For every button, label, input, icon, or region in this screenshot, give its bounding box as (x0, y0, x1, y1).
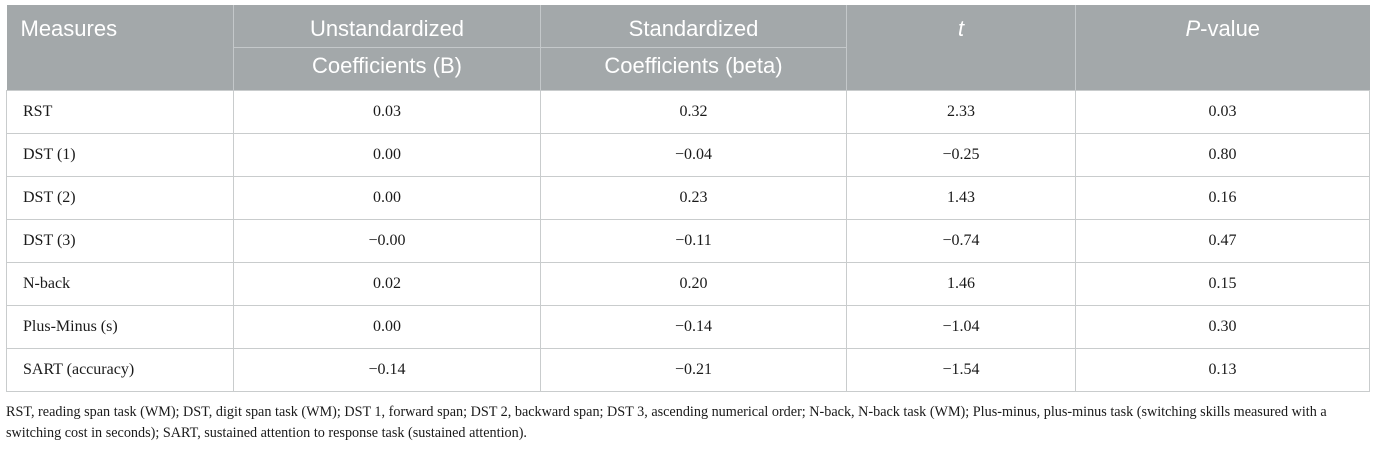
table-row: DST (3) −0.00 −0.11 −0.74 0.47 (6, 219, 1370, 263)
cell-t: 1.46 (846, 262, 1076, 306)
header-p-value: P-value (1075, 5, 1370, 91)
cell-p-value: 0.03 (1075, 90, 1370, 134)
header-unstandardized-line1: Unstandardized (309, 16, 465, 41)
cell-measure: DST (1) (6, 133, 234, 177)
header-t-label: t (957, 16, 965, 41)
cell-measure: RST (6, 90, 234, 134)
cell-measure: DST (3) (6, 219, 234, 263)
cell-unstandardized-b: −0.14 (233, 348, 541, 392)
header-unstandardized: Unstandardized Coefficients (B) (233, 5, 541, 91)
table-row: DST (2) 0.00 0.23 1.43 0.16 (6, 176, 1370, 220)
table-row: Plus-Minus (s) 0.00 −0.14 −1.04 0.30 (6, 305, 1370, 349)
cell-p-value: 0.15 (1075, 262, 1370, 306)
cell-standardized-beta: −0.21 (540, 348, 847, 392)
cell-measure: N-back (6, 262, 234, 306)
header-standardized: Standardized Coefficients (beta) (540, 5, 847, 91)
table-header: Measures Unstandardized Coefficients (B)… (6, 5, 1370, 91)
cell-unstandardized-b: 0.00 (233, 133, 541, 177)
cell-p-value: 0.13 (1075, 348, 1370, 392)
cell-unstandardized-b: −0.00 (233, 219, 541, 263)
header-row: Measures Unstandardized Coefficients (B)… (6, 5, 1370, 91)
cell-standardized-beta: 0.23 (540, 176, 847, 220)
header-p-italic: P (1185, 16, 1201, 41)
table-body: RST 0.03 0.32 2.33 0.03 DST (1) 0.00 −0.04 −0.25… (6, 90, 1370, 392)
cell-unstandardized-b: 0.02 (233, 262, 541, 306)
regression-table-container: Measures Unstandardized Coefficients (B)… (6, 5, 1370, 392)
cell-unstandardized-b: 0.00 (233, 305, 541, 349)
cell-p-value: 0.16 (1075, 176, 1370, 220)
cell-measure: DST (2) (6, 176, 234, 220)
cell-t: −0.74 (846, 219, 1076, 263)
table-row: DST (1) 0.00 −0.04 −0.25 0.80 (6, 133, 1370, 177)
cell-p-value: 0.80 (1075, 133, 1370, 177)
header-t: t (846, 5, 1076, 91)
cell-t: 2.33 (846, 90, 1076, 134)
header-standardized-line1: Standardized (628, 16, 759, 41)
cell-standardized-beta: 0.20 (540, 262, 847, 306)
header-p-rest: -value (1200, 16, 1261, 41)
table-row: RST 0.03 0.32 2.33 0.03 (6, 90, 1370, 134)
regression-table: Measures Unstandardized Coefficients (B)… (6, 5, 1370, 392)
table-footnote: RST, reading span task (WM); DST, digit … (6, 404, 1327, 441)
cell-measure: Plus-Minus (s) (6, 305, 234, 349)
cell-p-value: 0.30 (1075, 305, 1370, 349)
cell-standardized-beta: −0.04 (540, 133, 847, 177)
cell-standardized-beta: −0.11 (540, 219, 847, 263)
cell-p-value: 0.47 (1075, 219, 1370, 263)
header-measures: Measures (6, 5, 234, 91)
cell-t: −1.54 (846, 348, 1076, 392)
table-row: N-back 0.02 0.20 1.46 0.15 (6, 262, 1370, 306)
cell-standardized-beta: 0.32 (540, 90, 847, 134)
header-standardized-line2: Coefficients (beta) (541, 47, 846, 84)
cell-unstandardized-b: 0.03 (233, 90, 541, 134)
cell-standardized-beta: −0.14 (540, 305, 847, 349)
cell-t: −0.25 (846, 133, 1076, 177)
cell-t: 1.43 (846, 176, 1076, 220)
cell-t: −1.04 (846, 305, 1076, 349)
cell-unstandardized-b: 0.00 (233, 176, 541, 220)
cell-measure: SART (accuracy) (6, 348, 234, 392)
header-unstandardized-line2: Coefficients (B) (234, 47, 540, 84)
header-measures-label: Measures (20, 16, 118, 41)
table-row: SART (accuracy) −0.14 −0.21 −1.54 0.13 (6, 348, 1370, 392)
